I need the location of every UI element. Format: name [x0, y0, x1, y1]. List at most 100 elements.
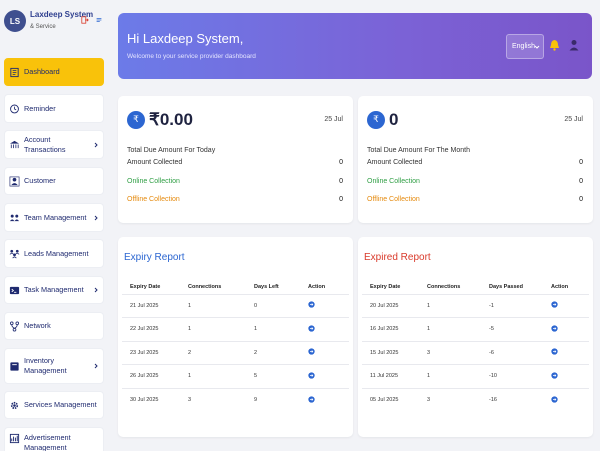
sidebar-item-label: Network — [24, 321, 51, 330]
table-cell: 1 — [180, 317, 246, 341]
table-header-row: Expiry Date Connections Days Left Action — [122, 281, 349, 294]
sidebar-item-label: Customer — [24, 176, 56, 185]
sidebar-item-label: Inventory Management — [24, 356, 67, 375]
sidebar: LS Laxdeep System & Service Dashboard Re… — [0, 0, 110, 451]
leads-icon — [9, 249, 20, 259]
action-cell — [543, 340, 589, 365]
column-header: Connections — [188, 284, 222, 291]
column-header: Days Left — [254, 284, 279, 291]
table-cell: -1 — [481, 293, 543, 318]
user-icon[interactable] — [569, 39, 579, 51]
rupee-icon: ₹ — [127, 111, 145, 129]
menu-collapse-icon[interactable] — [95, 16, 103, 24]
network-icon — [9, 321, 20, 331]
table-cell: -6 — [481, 340, 543, 365]
sidebar-item-label: Dashboard — [24, 67, 60, 76]
table-row: 05 Jul 2025 3 -16 — [362, 387, 589, 412]
table-row: 15 Jul 2025 3 -6 — [362, 340, 589, 365]
transactions-icon — [9, 140, 20, 149]
table-cell: 1 — [419, 317, 481, 341]
table-cell: 05 Jul 2025 — [362, 387, 419, 412]
view-details-icon[interactable] — [551, 372, 558, 379]
bell-icon[interactable] — [549, 39, 560, 51]
action-cell — [543, 364, 589, 388]
offline-collection-row: Offline Collection 0 — [127, 196, 343, 203]
sidebar-item-label: Team Management — [24, 212, 87, 222]
column-header: Days Passed — [489, 284, 523, 291]
gear-icon — [10, 401, 19, 409]
advertisement-icon — [9, 433, 20, 444]
table-cell: 26 Jul 2025 — [122, 364, 180, 388]
table-cell: 23 Jul 2025 — [122, 340, 180, 365]
table-row: 30 Jul 2025 3 9 — [122, 387, 349, 412]
sidebar-item-task-management[interactable]: Task Management — [4, 276, 104, 304]
chevron-right-icon — [94, 142, 98, 147]
avatar[interactable]: LS — [4, 10, 26, 32]
sidebar-item-leads-management[interactable]: Leads Management — [4, 239, 104, 268]
sidebar-item-label: Services Management — [24, 400, 97, 409]
view-details-icon[interactable] — [308, 348, 315, 355]
welcome-subtitle: Welcome to your service provider dashboa… — [127, 53, 256, 60]
table-cell: 5 — [246, 364, 300, 388]
expiry-report-card: Expiry Report Expiry Date Connections Da… — [118, 237, 353, 437]
view-details-icon[interactable] — [308, 372, 315, 379]
table-row: 23 Jul 2025 2 2 — [122, 340, 349, 365]
sidebar-item-customer[interactable]: Customer — [4, 167, 104, 195]
table-row: 26 Jul 2025 1 5 — [122, 364, 349, 388]
sidebar-item-account-transactions[interactable]: Account Transactions — [4, 130, 104, 159]
table-cell: 1 — [180, 293, 246, 318]
table-cell: 3 — [419, 340, 481, 365]
sidebar-item-advertisement-management[interactable]: Advertisement Management — [4, 427, 104, 451]
table-cell: 2 — [246, 340, 300, 365]
customer-icon — [9, 176, 20, 186]
inventory-icon — [10, 361, 19, 371]
due-amount: ₹0.00 — [149, 110, 193, 129]
expiry-report-title: Expiry Report — [124, 252, 185, 263]
table-row: 20 Jul 2025 1 -1 — [362, 293, 589, 318]
table-header-row: Expiry Date Connections Days Passed Acti… — [362, 281, 589, 294]
sidebar-item-dashboard[interactable]: Dashboard — [4, 58, 104, 86]
expired-report-table: Expiry Date Connections Days Passed Acti… — [362, 281, 589, 412]
action-cell — [543, 387, 589, 412]
brand-subtitle: & Service — [30, 24, 56, 30]
view-details-icon[interactable] — [308, 325, 315, 332]
dashboard-icon — [10, 67, 19, 77]
table-cell: 21 Jul 2025 — [122, 293, 180, 318]
expired-report-card: Expired Report Expiry Date Connections D… — [358, 237, 593, 437]
sidebar-item-network[interactable]: Network — [4, 312, 104, 340]
view-details-icon[interactable] — [551, 395, 558, 403]
terminal-icon — [9, 286, 20, 294]
column-header: Action — [551, 284, 569, 291]
column-header: Connections — [427, 284, 461, 291]
card-heading: Total Due Amount For Today — [127, 147, 216, 154]
table-row: 11 Jul 2025 1 -10 — [362, 364, 589, 388]
sidebar-item-label: Advertisement Management — [24, 433, 71, 451]
sidebar-item-reminder[interactable]: Reminder — [4, 94, 104, 123]
view-details-icon[interactable] — [551, 301, 558, 308]
expiry-report-table: Expiry Date Connections Days Left Action… — [122, 281, 349, 412]
amount-collected-row: Amount Collected 0 — [367, 159, 583, 166]
table-cell: -16 — [481, 387, 543, 412]
sidebar-item-label: Account Transactions — [24, 134, 66, 154]
brand-header: LS Laxdeep System & Service — [0, 0, 110, 56]
column-header: Expiry Date — [370, 284, 401, 291]
sidebar-item-inventory-management[interactable]: Inventory Management — [4, 348, 104, 384]
language-select[interactable]: English — [506, 34, 544, 59]
view-details-icon[interactable] — [308, 301, 315, 308]
table-cell: 22 Jul 2025 — [122, 317, 180, 341]
view-details-icon[interactable] — [551, 348, 558, 355]
clock-icon — [10, 104, 19, 114]
view-details-icon[interactable] — [308, 395, 315, 403]
table-cell: -10 — [481, 364, 543, 388]
action-cell — [300, 387, 349, 412]
table-cell: 20 Jul 2025 — [362, 293, 419, 318]
table-cell: 9 — [246, 387, 300, 412]
sidebar-item-team-management[interactable]: Team Management — [4, 203, 104, 232]
logout-icon[interactable] — [81, 16, 89, 24]
column-header: Expiry Date — [130, 284, 161, 291]
sidebar-item-services-management[interactable]: Services Management — [4, 391, 104, 419]
sidebar-item-label: Task Management — [24, 285, 84, 294]
view-details-icon[interactable] — [551, 325, 558, 332]
sidebar-item-label: Leads Management — [24, 248, 89, 258]
action-cell — [300, 293, 349, 318]
